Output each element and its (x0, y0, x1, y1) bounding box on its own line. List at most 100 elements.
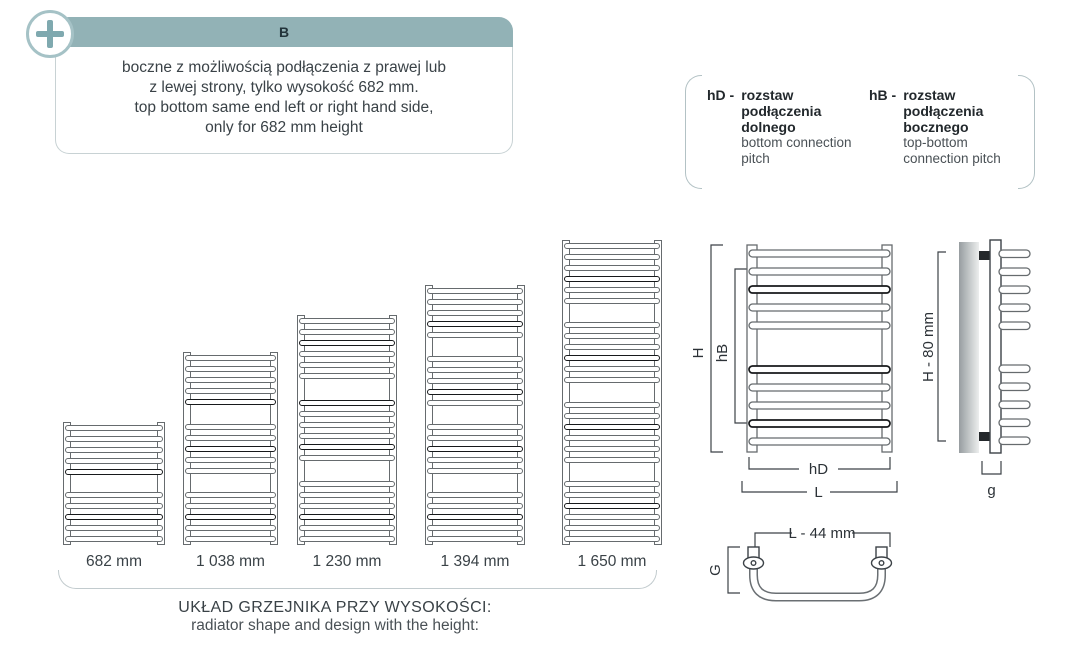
radiator-tube (564, 402, 660, 408)
radiator-tube (185, 366, 276, 372)
radiator-tube (299, 329, 395, 335)
radiator-tube (564, 413, 660, 419)
radiator-tube (65, 536, 163, 542)
radiator-tube (564, 287, 660, 293)
radiator-tube (564, 536, 660, 542)
radiator-tube (185, 536, 276, 542)
legend-pl-line: rozstaw (741, 87, 794, 103)
left-parenthesis-icon (685, 75, 702, 189)
radiator-tube (564, 344, 660, 350)
radiator-tube (299, 340, 395, 346)
radiator-tube (427, 367, 523, 373)
radiator-collector-right (654, 240, 662, 545)
radiator-tube (427, 310, 523, 316)
radiator-tube (564, 446, 660, 452)
radiator-tube (299, 492, 395, 498)
radiator-tube (185, 435, 276, 441)
radiator-tube (65, 469, 163, 475)
caption-pl: UKŁAD GRZEJNIKA PRZY WYSOKOŚCI: (178, 599, 492, 616)
dim-label-H80: H - 80 mm (920, 312, 937, 382)
legend-entry-hd: hD - rozstaw podłączenia dolnego bottom … (707, 87, 852, 167)
plus-icon (26, 10, 74, 58)
radiator-tube (299, 525, 395, 531)
radiator-tube (564, 424, 660, 430)
collector-left (746, 244, 758, 453)
connector-right-hole (878, 560, 885, 567)
radiator-tube (65, 514, 163, 520)
radiator-tube (65, 525, 163, 531)
dim-line-H80 (937, 251, 946, 442)
radiator-height-label: 1 394 mm (440, 553, 510, 570)
dim-line-L44 (754, 532, 891, 547)
radiator-tube (185, 457, 276, 463)
radiator-tube (427, 446, 523, 452)
info-line-pl-2: z lewej strony, tylko wysokość 682 mm. (149, 79, 419, 96)
dim-line-hB (734, 268, 747, 424)
radiator-tube (65, 458, 163, 464)
radiator-tube (564, 254, 660, 260)
radiator-tube (564, 355, 660, 361)
dim-line-H (710, 244, 723, 453)
dim-label-H: H (690, 348, 707, 359)
radiator-tube (564, 276, 660, 282)
radiator-tube (65, 503, 163, 509)
radiator-tube (65, 447, 163, 453)
dim-label-hD: hD (809, 461, 828, 478)
dim-label-g: g (987, 482, 995, 499)
legend-en-line: pitch (741, 151, 770, 166)
radiator-figure (297, 315, 397, 545)
radiator-tube (185, 446, 276, 452)
radiator-tube (427, 514, 523, 520)
radiator-tube (427, 525, 523, 531)
connector-left-hole (750, 560, 757, 567)
radiator-tube (299, 503, 395, 509)
radiator-tube (185, 492, 276, 498)
radiator-tube (299, 536, 395, 542)
radiator-1230: 1 230 mm (297, 315, 397, 571)
front-view-tubes (748, 249, 891, 446)
radiator-tube (427, 492, 523, 498)
radiator-figure (63, 422, 165, 545)
radiator-tube (427, 536, 523, 542)
radiator-tube (427, 389, 523, 395)
radiator-height-label: 1 038 mm (196, 553, 265, 570)
radiator-tube (65, 492, 163, 498)
radiator-tube (299, 351, 395, 357)
radiator-tube (427, 503, 523, 509)
radiator-tube (564, 333, 660, 339)
radiator-tube (427, 332, 523, 338)
radiator-tube (564, 525, 660, 531)
legend-pl-line: dolnego (741, 119, 796, 135)
side-view-diagram: H - 80 mm g (920, 239, 1031, 499)
info-card: B boczne z możliwością podłączenia z pra… (26, 10, 513, 154)
radiator-tube (185, 377, 276, 383)
radiator-tube (427, 468, 523, 474)
tube-top-view (749, 567, 886, 602)
radiator-collector-right (517, 285, 525, 545)
legend-pl-line: podłączenia (741, 103, 822, 119)
legend-term: hB - (869, 87, 897, 103)
radiator-tube (65, 425, 163, 431)
radiator-tube (564, 265, 660, 271)
radiator-collector-left (562, 240, 570, 545)
radiator-tube (299, 400, 395, 406)
radiator-tube (299, 422, 395, 428)
radiator-collector-right (389, 315, 397, 545)
wall (959, 242, 979, 453)
radiator-tube (299, 373, 395, 379)
radiator-682: 682 mm (63, 422, 165, 571)
radiator-collector-left (297, 315, 305, 545)
radiator-tube (427, 288, 523, 294)
radiator-tube (299, 411, 395, 417)
radiator-tube (564, 298, 660, 304)
radiator-tube (427, 356, 523, 362)
info-line-en-2: only for 682 mm height (205, 119, 363, 136)
radiator-tube (299, 444, 395, 450)
radiator-tube (299, 455, 395, 461)
radiator-tube (427, 400, 523, 406)
mount-bracket-bottom (979, 432, 990, 441)
radiator-figure (183, 352, 278, 545)
radiator-tube (299, 433, 395, 439)
radiator-tube (564, 377, 660, 383)
dim-line-hD (748, 457, 891, 470)
